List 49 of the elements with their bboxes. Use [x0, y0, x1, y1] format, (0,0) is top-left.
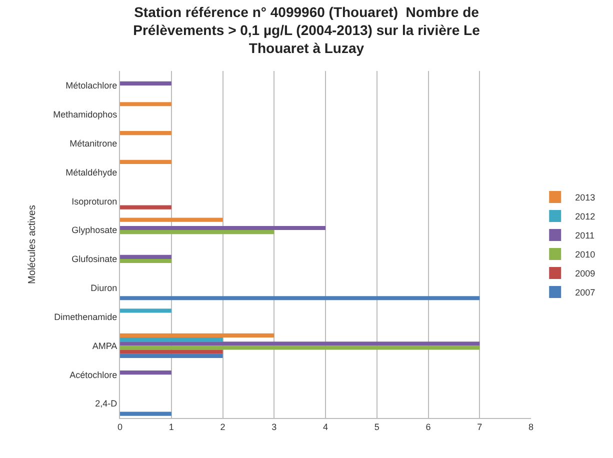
legend-label: 2009 [575, 268, 596, 279]
y-tick-label: Methamidophos [53, 110, 118, 120]
bar [120, 102, 172, 106]
y-axis-title: Molécules actives [27, 205, 38, 284]
bar [120, 370, 172, 375]
y-tick-label: Métolachlore [66, 80, 118, 91]
bar [120, 412, 172, 416]
x-tick-label: 7 [477, 422, 482, 432]
y-tick-label: Métanitrone [70, 138, 118, 148]
x-tick-label: 0 [117, 422, 123, 432]
bar [120, 230, 274, 234]
x-tick-label: 1 [168, 422, 174, 432]
x-tick-label: 5 [374, 422, 380, 432]
legend-label: 2013 [575, 192, 596, 203]
x-tick-label: 2 [220, 422, 226, 432]
y-tick-label: Métaldéhyde [66, 167, 118, 178]
bar [120, 333, 274, 338]
bar [120, 254, 172, 259]
bar [120, 350, 223, 354]
bar [120, 160, 172, 164]
bar [120, 342, 480, 346]
bar [120, 354, 223, 358]
legend-label: 2010 [575, 250, 596, 260]
bar [120, 226, 326, 230]
bar [120, 205, 172, 210]
y-tick-label: Glyphosate [72, 225, 118, 236]
chart-title: Station référence n° 4099960 (Thouaret) Nombre de Prélèvements > 0,1 µg/L (2004-2013) sur la rivière Le Thouaret à Luzay [133, 4, 480, 56]
bar [120, 131, 172, 136]
x-tick-label: 3 [272, 422, 277, 432]
x-tick-label: 4 [322, 422, 328, 432]
y-tick-label: Dimethenamide [54, 312, 118, 322]
y-tick-label: Acétochlore [70, 370, 118, 380]
y-tick-label: 2,4-D [95, 398, 118, 409]
legend-label: 2012 [575, 212, 596, 222]
bar [120, 218, 223, 222]
y-tick-label: AMPA [92, 340, 118, 351]
bar [120, 296, 480, 300]
bar [120, 258, 172, 264]
y-tick-label: Glufosinate [72, 254, 118, 264]
bar [120, 346, 480, 350]
legend-label: 2007 [575, 288, 596, 298]
x-tick-label: 8 [528, 422, 534, 432]
bar [120, 81, 172, 86]
bar [120, 308, 172, 313]
y-tick-label: Diuron [90, 283, 118, 294]
x-tick-label: 6 [426, 422, 431, 432]
bar [120, 338, 223, 342]
legend-label: 2011 [575, 230, 594, 241]
y-tick-label: Isoproturon [72, 196, 118, 206]
